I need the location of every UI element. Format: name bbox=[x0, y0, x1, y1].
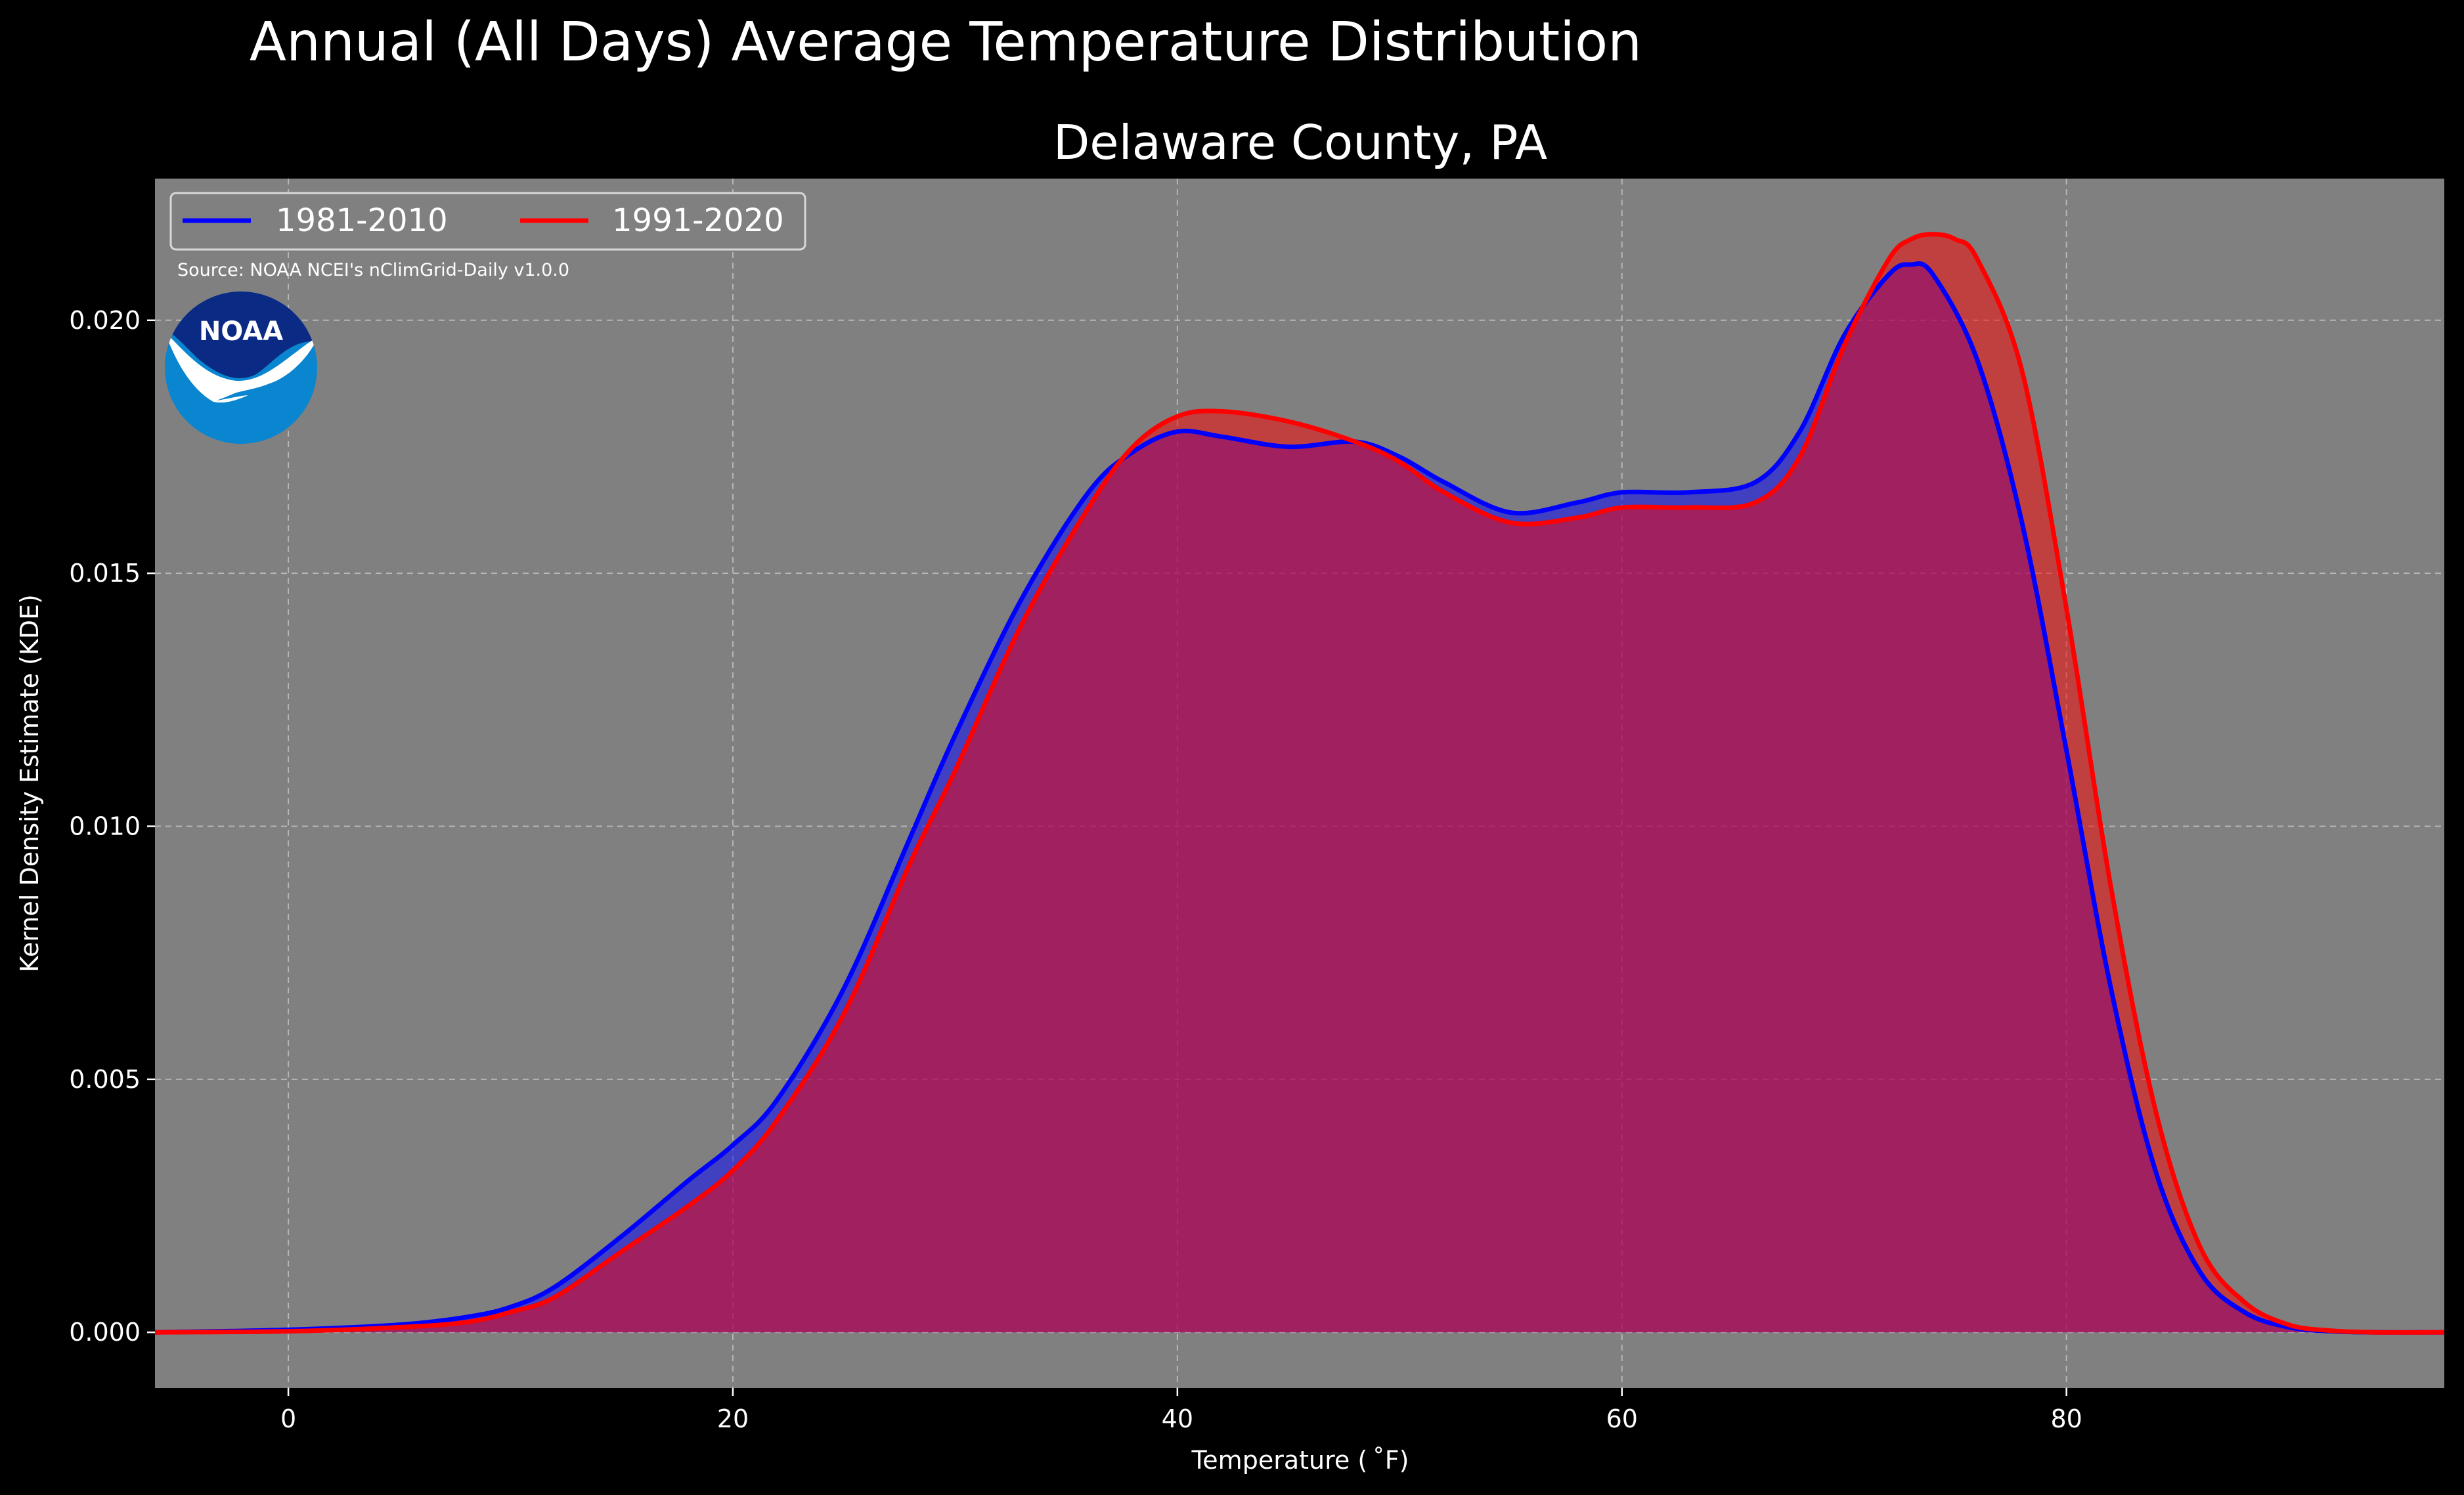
x-tick-label: 80 bbox=[2050, 1404, 2082, 1433]
source-annotation: Source: NOAA NCEI's nClimGrid-Daily v1.0… bbox=[177, 260, 569, 280]
x-axis-label: Temperature ( ˚F) bbox=[1191, 1446, 1409, 1475]
legend-box bbox=[169, 192, 806, 251]
y-tick-label: 0.015 bbox=[69, 559, 141, 588]
y-tick-label: 0.020 bbox=[69, 306, 141, 335]
y-axis-label: Kernel Density Estimate (KDE) bbox=[15, 594, 44, 972]
x-tick-label: 20 bbox=[717, 1404, 749, 1433]
legend: 1981-2010 1991-2020 bbox=[169, 192, 806, 251]
x-tick-label: 40 bbox=[1162, 1404, 1193, 1433]
chart-subtitle: Delaware County, PA bbox=[1053, 115, 1547, 170]
chart-title: Annual (All Days) Average Temperature Di… bbox=[250, 11, 1642, 74]
x-tick-label: 0 bbox=[280, 1404, 296, 1433]
y-tick-label: 0.010 bbox=[69, 812, 141, 841]
series-line-1991-2020 bbox=[154, 232, 2445, 1335]
noaa-logo-icon: NOAA bbox=[165, 292, 317, 444]
series-lines bbox=[154, 232, 2445, 1335]
series-area-1991-2020 bbox=[155, 234, 2444, 1333]
y-tick-label: 0.005 bbox=[69, 1065, 141, 1094]
noaa-logo-text: NOAA bbox=[199, 316, 283, 347]
y-tick-label: 0.000 bbox=[69, 1318, 141, 1347]
x-tick-label: 60 bbox=[1606, 1404, 1638, 1433]
series-fills bbox=[155, 234, 2444, 1333]
series-line-1981-2010 bbox=[154, 261, 2445, 1335]
legend-label-1981-2010: 1981-2010 bbox=[276, 202, 448, 239]
axis-ticks: 0 20 40 60 80 0.000 0.005 0.010 0.015 0.020 bbox=[69, 306, 2082, 1433]
legend-label-1991-2020: 1991-2020 bbox=[612, 202, 784, 239]
